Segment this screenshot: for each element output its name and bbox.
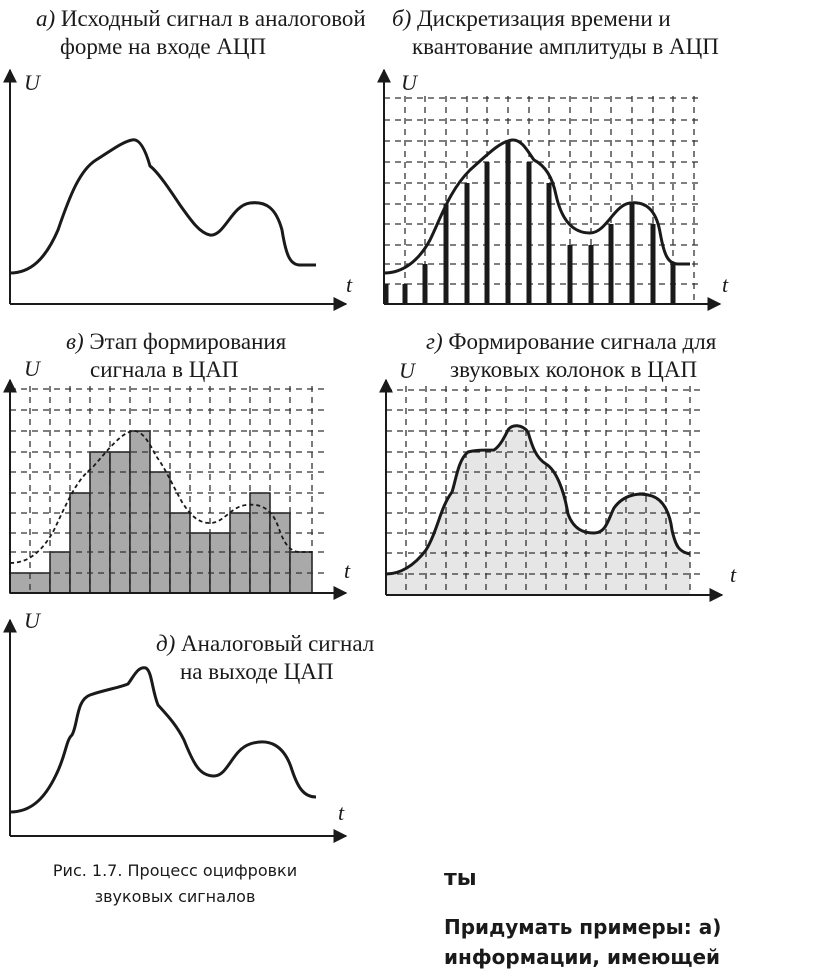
- panel-v-bar: [69, 492, 91, 594]
- panel-d: [2, 618, 348, 843]
- side-text: Придумать примеры: а) информации, имеюще…: [444, 912, 721, 972]
- panel-v-bars: [9, 430, 313, 594]
- panel-g-y-label: U: [399, 358, 415, 383]
- panel-d-letter: д): [156, 631, 176, 656]
- panel-g-title-line2: звуковых колонок в ЦАП: [450, 357, 698, 382]
- panel-g-letter: г): [426, 329, 443, 354]
- panel-v-title-line1: Этап формирования: [89, 329, 287, 354]
- panel-d-y-label: U: [24, 608, 40, 633]
- panel-d-title-line1: Аналоговый сигнал: [181, 631, 375, 656]
- panel-v-y-label: U: [24, 356, 40, 381]
- panel-v-dashed-curve: [9, 430, 312, 564]
- figure-caption: Рис. 1.7. Процесс оцифровки звуковых сиг…: [20, 858, 330, 910]
- panel-b-title: б) Дискретизация времени и квантование а…: [392, 5, 719, 61]
- panel-g-signal-curve: [385, 424, 691, 576]
- panel-v-bar: [229, 512, 251, 594]
- panel-g-title-line1: Формирование сигнала для: [448, 329, 717, 354]
- panel-a-letter: а): [36, 6, 56, 31]
- panel-b-title-line2: квантование амплитуды в АЦП: [412, 34, 719, 59]
- figure-caption-line2: звуковых сигналов: [94, 887, 256, 906]
- panel-v-bar: [169, 512, 191, 594]
- panel-d-title-line2: на выходе ЦАП: [180, 659, 334, 684]
- panel-v-bar: [109, 451, 131, 594]
- figure-caption-line1: Рис. 1.7. Процесс оцифровки: [52, 861, 298, 880]
- panel-a-signal-curve: [9, 138, 316, 275]
- panel-g: [379, 378, 724, 602]
- panel-v-bar: [269, 512, 291, 594]
- panel-d-x-label: t: [338, 800, 345, 825]
- panel-v-bar: [189, 532, 211, 594]
- panel-b-x-label: t: [722, 272, 729, 297]
- panel-a-y-label: U: [24, 70, 40, 95]
- panel-v: [2, 378, 348, 600]
- panel-a: [2, 68, 348, 311]
- panel-b-signal-curve: [383, 138, 690, 275]
- panel-v-title-line2: сигнала в ЦАП: [90, 357, 239, 382]
- panel-d-title: д) Аналоговый сигнал на выходе ЦАП: [156, 630, 374, 686]
- side-text-line1: Придумать примеры: а): [444, 915, 722, 939]
- panel-v-letter: в): [66, 329, 84, 354]
- panel-v-bar: [209, 532, 231, 594]
- panel-v-bar: [129, 430, 151, 594]
- panel-b-samples: [383, 141, 676, 304]
- panel-g-grid: [386, 386, 700, 595]
- panel-v-grid: [10, 386, 324, 593]
- panel-b-y-label: U: [401, 70, 417, 95]
- panel-g-x-label: t: [730, 562, 737, 587]
- panel-a-title: а) Исходный сигнал в аналоговой форме на…: [36, 5, 366, 61]
- side-heading: ты: [444, 866, 477, 891]
- panel-v-title: в) Этап формирования сигнала в ЦАП: [66, 328, 286, 384]
- panel-v-bar: [89, 451, 111, 594]
- side-text-line2: информации, имеющей: [444, 945, 721, 969]
- panel-d-signal-curve: [9, 666, 317, 814]
- panel-v-bar: [249, 492, 271, 594]
- panel-b-letter: б): [392, 6, 412, 31]
- panel-g-title: г) Формирование сигнала для звуковых кол…: [426, 328, 716, 384]
- panel-b-title-line1: Дискретизация времени и: [416, 6, 671, 31]
- panel-g-filled-area: [386, 425, 690, 595]
- panel-a-x-label: t: [346, 272, 353, 297]
- panel-a-title-line1: Исходный сигнал в аналоговой: [60, 6, 366, 31]
- panel-a-title-line2: форме на входе АЦП: [60, 34, 267, 59]
- panel-v-x-label: t: [344, 558, 351, 583]
- panel-b: [377, 68, 722, 311]
